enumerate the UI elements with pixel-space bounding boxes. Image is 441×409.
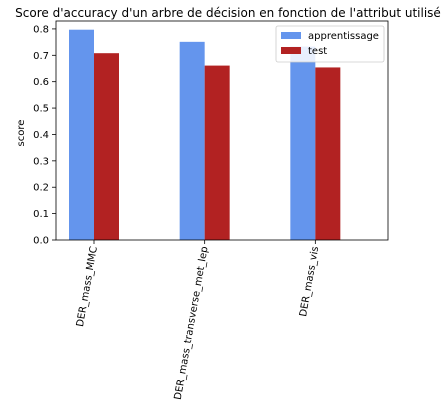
legend-swatch-apprentissage — [281, 32, 301, 39]
y-tick-label: 0.8 — [33, 24, 49, 35]
y-axis-label: score — [16, 120, 27, 147]
y-tick-label: 0.1 — [33, 209, 49, 220]
y-tick-label: 0.7 — [33, 51, 49, 62]
x-tick-label: DER_mass_MMC — [75, 246, 100, 328]
y-tick-label: 0.6 — [33, 77, 49, 88]
x-ticks: DER_mass_MMC DER_mass_transverse_met_lep D… — [75, 240, 321, 401]
y-tick-label: 0.0 — [33, 236, 49, 247]
legend-swatch-test — [281, 47, 301, 54]
bar-test-DER_mass_transverse_met_lep — [204, 65, 230, 240]
legend-box — [275, 25, 385, 63]
bar-test-DER_mass_vis — [315, 67, 341, 240]
x-tick-label: DER_mass_vis — [298, 246, 321, 318]
y-tick-label: 0.5 — [33, 104, 49, 115]
y-tick-label: 0.3 — [33, 156, 49, 167]
bar-apprentissage-DER_mass_transverse_met_lep — [179, 41, 205, 241]
plot-frame — [55, 20, 389, 241]
bar-test-DER_mass_MMC — [94, 53, 119, 240]
legend-label-apprentissage: apprentissage — [308, 31, 379, 42]
y-ticks: 0.0 0.1 0.2 0.3 0.4 0.5 0.6 0.7 0.8 — [33, 24, 56, 247]
y-tick-label: 0.4 — [33, 130, 49, 141]
legend: apprentissage test — [275, 25, 385, 63]
legend-label-test: test — [308, 46, 327, 57]
y-tick-label: 0.2 — [33, 183, 49, 194]
x-tick-label: DER_mass_transverse_met_lep — [173, 246, 211, 401]
bar-apprentissage-DER_mass_MMC — [69, 29, 94, 240]
bar-apprentissage-DER_mass_vis — [290, 46, 316, 240]
bars-layer — [69, 29, 341, 241]
chart-title: Score d'accuracy d'un arbre de décision … — [15, 6, 441, 20]
